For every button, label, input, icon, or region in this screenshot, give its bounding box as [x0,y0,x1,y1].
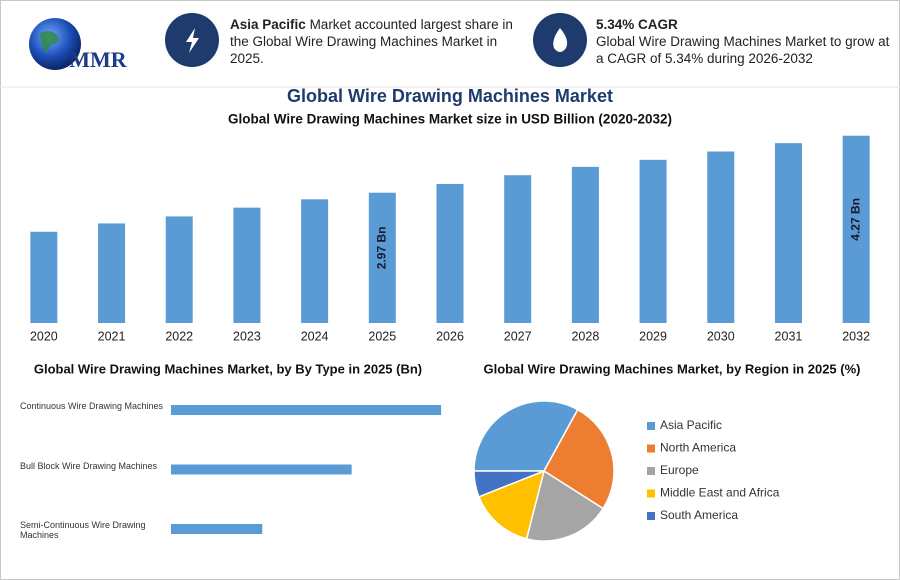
bar [368,192,396,323]
bar [165,216,193,323]
legend-label: South America [660,508,738,522]
bar [171,464,352,475]
bar [504,175,532,323]
x-tick-label: 2021 [98,329,126,343]
chart-title: Global Wire Drawing Machines Market [287,86,613,106]
x-tick-label: 2025 [368,329,396,343]
value-label: 2.97 Bn [374,227,388,270]
x-tick-label: 2030 [707,329,735,343]
logo: MMR [29,18,128,72]
bar [171,405,442,415]
pie-slice [543,408,615,510]
x-tick-label: 2023 [233,329,261,343]
logo-text: MMR [69,47,128,72]
chart-subtitle: Global Wire Drawing Machines Market size… [228,112,672,127]
x-tick-label: 2031 [775,329,803,343]
chart-title: Global Wire Drawing Machines Market, by … [34,361,422,376]
legend-swatch [647,467,655,475]
x-tick-label: 2024 [301,329,329,343]
legend-swatch [647,422,655,430]
info-body: Global Wire Drawing Machines Market to g… [596,34,890,66]
logo-land [40,31,59,54]
legend-label: Europe [660,463,699,477]
pie-slice [473,470,545,498]
legend-label: Asia Pacific [660,418,722,432]
x-tick-label: 2022 [165,329,193,343]
x-tick-label: 2028 [571,329,599,343]
bar [707,151,735,323]
info-body: Market accounted largest share in the Gl… [230,17,513,66]
logo-globe [29,18,81,70]
pie-slice [525,469,605,542]
info-highlight: Asia Pacific [230,17,306,32]
bar [171,524,263,534]
legend-swatch [647,444,655,453]
bar [774,143,802,323]
pie-slice [473,400,579,472]
bar [30,231,58,323]
x-tick-label: 2027 [504,329,532,343]
bar [301,199,329,323]
bolt-icon [186,28,199,53]
value-label: 4.27 Bn [848,198,862,241]
bar [842,135,870,323]
x-tick-label: 2020 [30,329,58,343]
info-highlight: 5.34% CAGR [596,17,678,32]
category-label: Continuous Wire Drawing Machines [20,401,164,411]
legend-label: North America [660,441,736,455]
info-text: 5.34% CAGR Global Wire Drawing Machines M… [596,16,896,67]
bar [639,159,667,323]
chart-title: Global Wire Drawing Machines Market, by … [484,361,861,376]
bar [436,183,464,323]
category-label: Bull Block Wire Drawing Machines [20,460,158,471]
bar [98,223,126,323]
x-tick-label: 2029 [639,329,667,343]
info-text: Asia Pacific Market accounted largest sh… [230,16,525,67]
legend-swatch [647,512,655,520]
bar [233,207,261,323]
legend-label: Middle East and Africa [660,486,780,500]
pie-slice [477,469,546,540]
bar [571,166,599,323]
category-label: Semi-Continuous Wire Drawing Machines [20,520,146,540]
drop-icon [553,28,568,52]
x-tick-label: 2026 [436,329,464,343]
legend-swatch [647,489,655,498]
x-tick-label: 2032 [842,329,870,343]
